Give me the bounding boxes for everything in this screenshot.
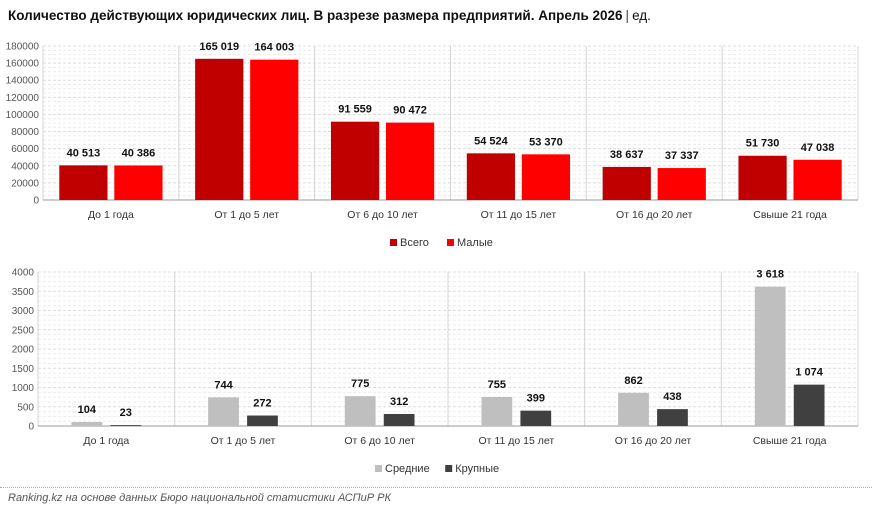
chart2-y-tick-label: 1000 — [12, 383, 35, 394]
chart1-bar-s2 — [114, 165, 163, 200]
chart2-data-label: 399 — [527, 393, 545, 405]
chart2-bar-s2 — [247, 415, 278, 426]
chart1-bar-s1 — [330, 121, 380, 200]
chart1-bar-s2 — [385, 122, 435, 200]
chart2-y-tick-label: 2500 — [12, 325, 35, 336]
chart1-bar-s2 — [793, 159, 842, 200]
size-medium-large-bar-chart: 0 500 1000 1500 2000 2500 3000 3500 4000 104 23 До … — [12, 268, 859, 475]
chart1-data-label: 51 730 — [746, 138, 780, 150]
chart2-data-label: 775 — [351, 378, 369, 390]
chart1-data-label: 37 337 — [665, 150, 699, 162]
chart2-bar-s2 — [383, 413, 415, 426]
chart1-data-label: 40 386 — [122, 147, 156, 159]
chart2-data-label: 3 618 — [756, 269, 784, 281]
chart2-legend-label: Средние — [385, 463, 430, 475]
chart2-data-label: 272 — [253, 398, 271, 410]
title-text: Количество действующих юридических лиц. … — [8, 8, 623, 23]
chart2-category-label: От 16 до 20 лет — [615, 435, 692, 447]
chart1-data-label: 165 019 — [199, 41, 239, 53]
chart2-category-label: До 1 года — [83, 435, 129, 447]
chart2-data-label: 1 074 — [795, 367, 823, 379]
chart1-data-label: 90 472 — [393, 105, 427, 117]
chart2-bar-s1 — [344, 396, 376, 426]
chart1-data-label: 47 038 — [801, 142, 835, 154]
size-total-small-bar-chart: 0 20000 40000 60000 80000 100000 120000 140000 1… — [6, 41, 859, 249]
chart1-y-tick-label: 140000 — [6, 76, 40, 87]
source-note: Ranking.kz на основе данных Бюро национа… — [8, 492, 391, 504]
chart2-bar-s1 — [618, 392, 649, 426]
chart1-data-label: 53 370 — [529, 136, 563, 148]
chart1-data-label: 54 524 — [474, 135, 509, 147]
chart1-category-label: Свыше 21 года — [753, 209, 827, 221]
chart2-bar-s1 — [754, 286, 786, 426]
chart1-bar-s1 — [59, 165, 108, 200]
chart2-data-label: 755 — [488, 379, 506, 391]
chart1-y-tick-label: 80000 — [11, 127, 39, 138]
chart2-category-label: От 1 до 5 лет — [211, 435, 276, 447]
chart1-y-tick-label: 20000 — [11, 178, 39, 189]
chart1-y-tick-label: 100000 — [6, 110, 40, 121]
chart1-bar-s2 — [657, 168, 706, 200]
chart1-category-label: От 16 до 20 лет — [616, 209, 693, 221]
chart2-y-tick-label: 3000 — [12, 306, 35, 317]
chart2-y-tick-label: 3500 — [12, 287, 35, 298]
chart2-bar-s1 — [481, 396, 513, 426]
chart2-category-label: От 11 до 15 лет — [479, 435, 555, 447]
chart1-y-tick-label: 0 — [33, 196, 39, 207]
chart1-bar-s2 — [521, 154, 571, 200]
chart1-y-tick-label: 120000 — [6, 93, 40, 104]
chart2-data-label: 312 — [390, 396, 408, 408]
chart-title: Количество действующих юридических лиц. … — [8, 8, 651, 23]
chart1-legend-label: Малые — [457, 237, 493, 249]
chart1-legend-swatch — [390, 239, 397, 246]
title-unit: ед. — [632, 8, 651, 23]
chart1-y-tick-label: 180000 — [6, 42, 40, 53]
chart2-y-tick-label: 2000 — [12, 345, 35, 356]
chart1-bar-s1 — [602, 166, 651, 200]
chart1-bar-s2 — [250, 59, 299, 200]
chart2-y-tick-label: 0 — [28, 422, 34, 433]
chart2-category-label: Свыше 21 года — [753, 435, 827, 447]
chart2-bar-s2 — [520, 410, 552, 426]
chart1-data-label: 164 003 — [254, 42, 294, 54]
chart2-data-label: 23 — [120, 407, 132, 419]
chart1-data-label: 91 559 — [338, 104, 372, 116]
chart1-bar-s1 — [466, 153, 516, 200]
chart2-legend-swatch — [445, 465, 453, 472]
chart1-y-tick-label: 60000 — [11, 144, 39, 155]
chart2-category-label: От 6 до 10 лет — [344, 435, 415, 447]
chart2-bar-s2 — [110, 425, 142, 426]
chart2-data-label: 862 — [624, 375, 642, 387]
chart1-category-label: От 1 до 5 лет — [214, 209, 279, 221]
chart1-legend-swatch — [447, 239, 454, 246]
chart2-data-label: 744 — [214, 379, 233, 391]
chart2-bar-s1 — [71, 421, 103, 426]
chart2-y-tick-label: 1500 — [12, 364, 35, 375]
chart2-bar-s2 — [793, 384, 825, 426]
chart1-y-tick-label: 160000 — [6, 59, 40, 70]
chart2-legend-swatch — [375, 465, 382, 472]
title-separator: | — [625, 8, 630, 23]
chart1-category-label: До 1 года — [88, 209, 134, 221]
chart2-data-label: 438 — [663, 391, 681, 403]
chart1-legend-label: Всего — [400, 237, 429, 249]
chart1-data-label: 40 513 — [67, 147, 101, 159]
chart1-bar-s1 — [195, 58, 244, 200]
chart1-data-label: 38 637 — [610, 149, 644, 161]
chart2-bar-s1 — [208, 397, 239, 426]
chart1-category-label: От 6 до 10 лет — [347, 209, 418, 221]
chart2-y-tick-label: 4000 — [12, 268, 35, 279]
chart1-y-tick-label: 40000 — [11, 161, 39, 172]
chart2-data-label: 104 — [78, 404, 97, 416]
chart1-category-label: От 11 до 15 лет — [481, 209, 557, 221]
footer-divider — [0, 487, 872, 488]
chart1-bar-s1 — [738, 155, 787, 200]
chart2-y-tick-label: 500 — [17, 402, 34, 413]
chart2-legend-label: Крупные — [455, 463, 499, 475]
chart2-bar-s2 — [657, 409, 688, 426]
